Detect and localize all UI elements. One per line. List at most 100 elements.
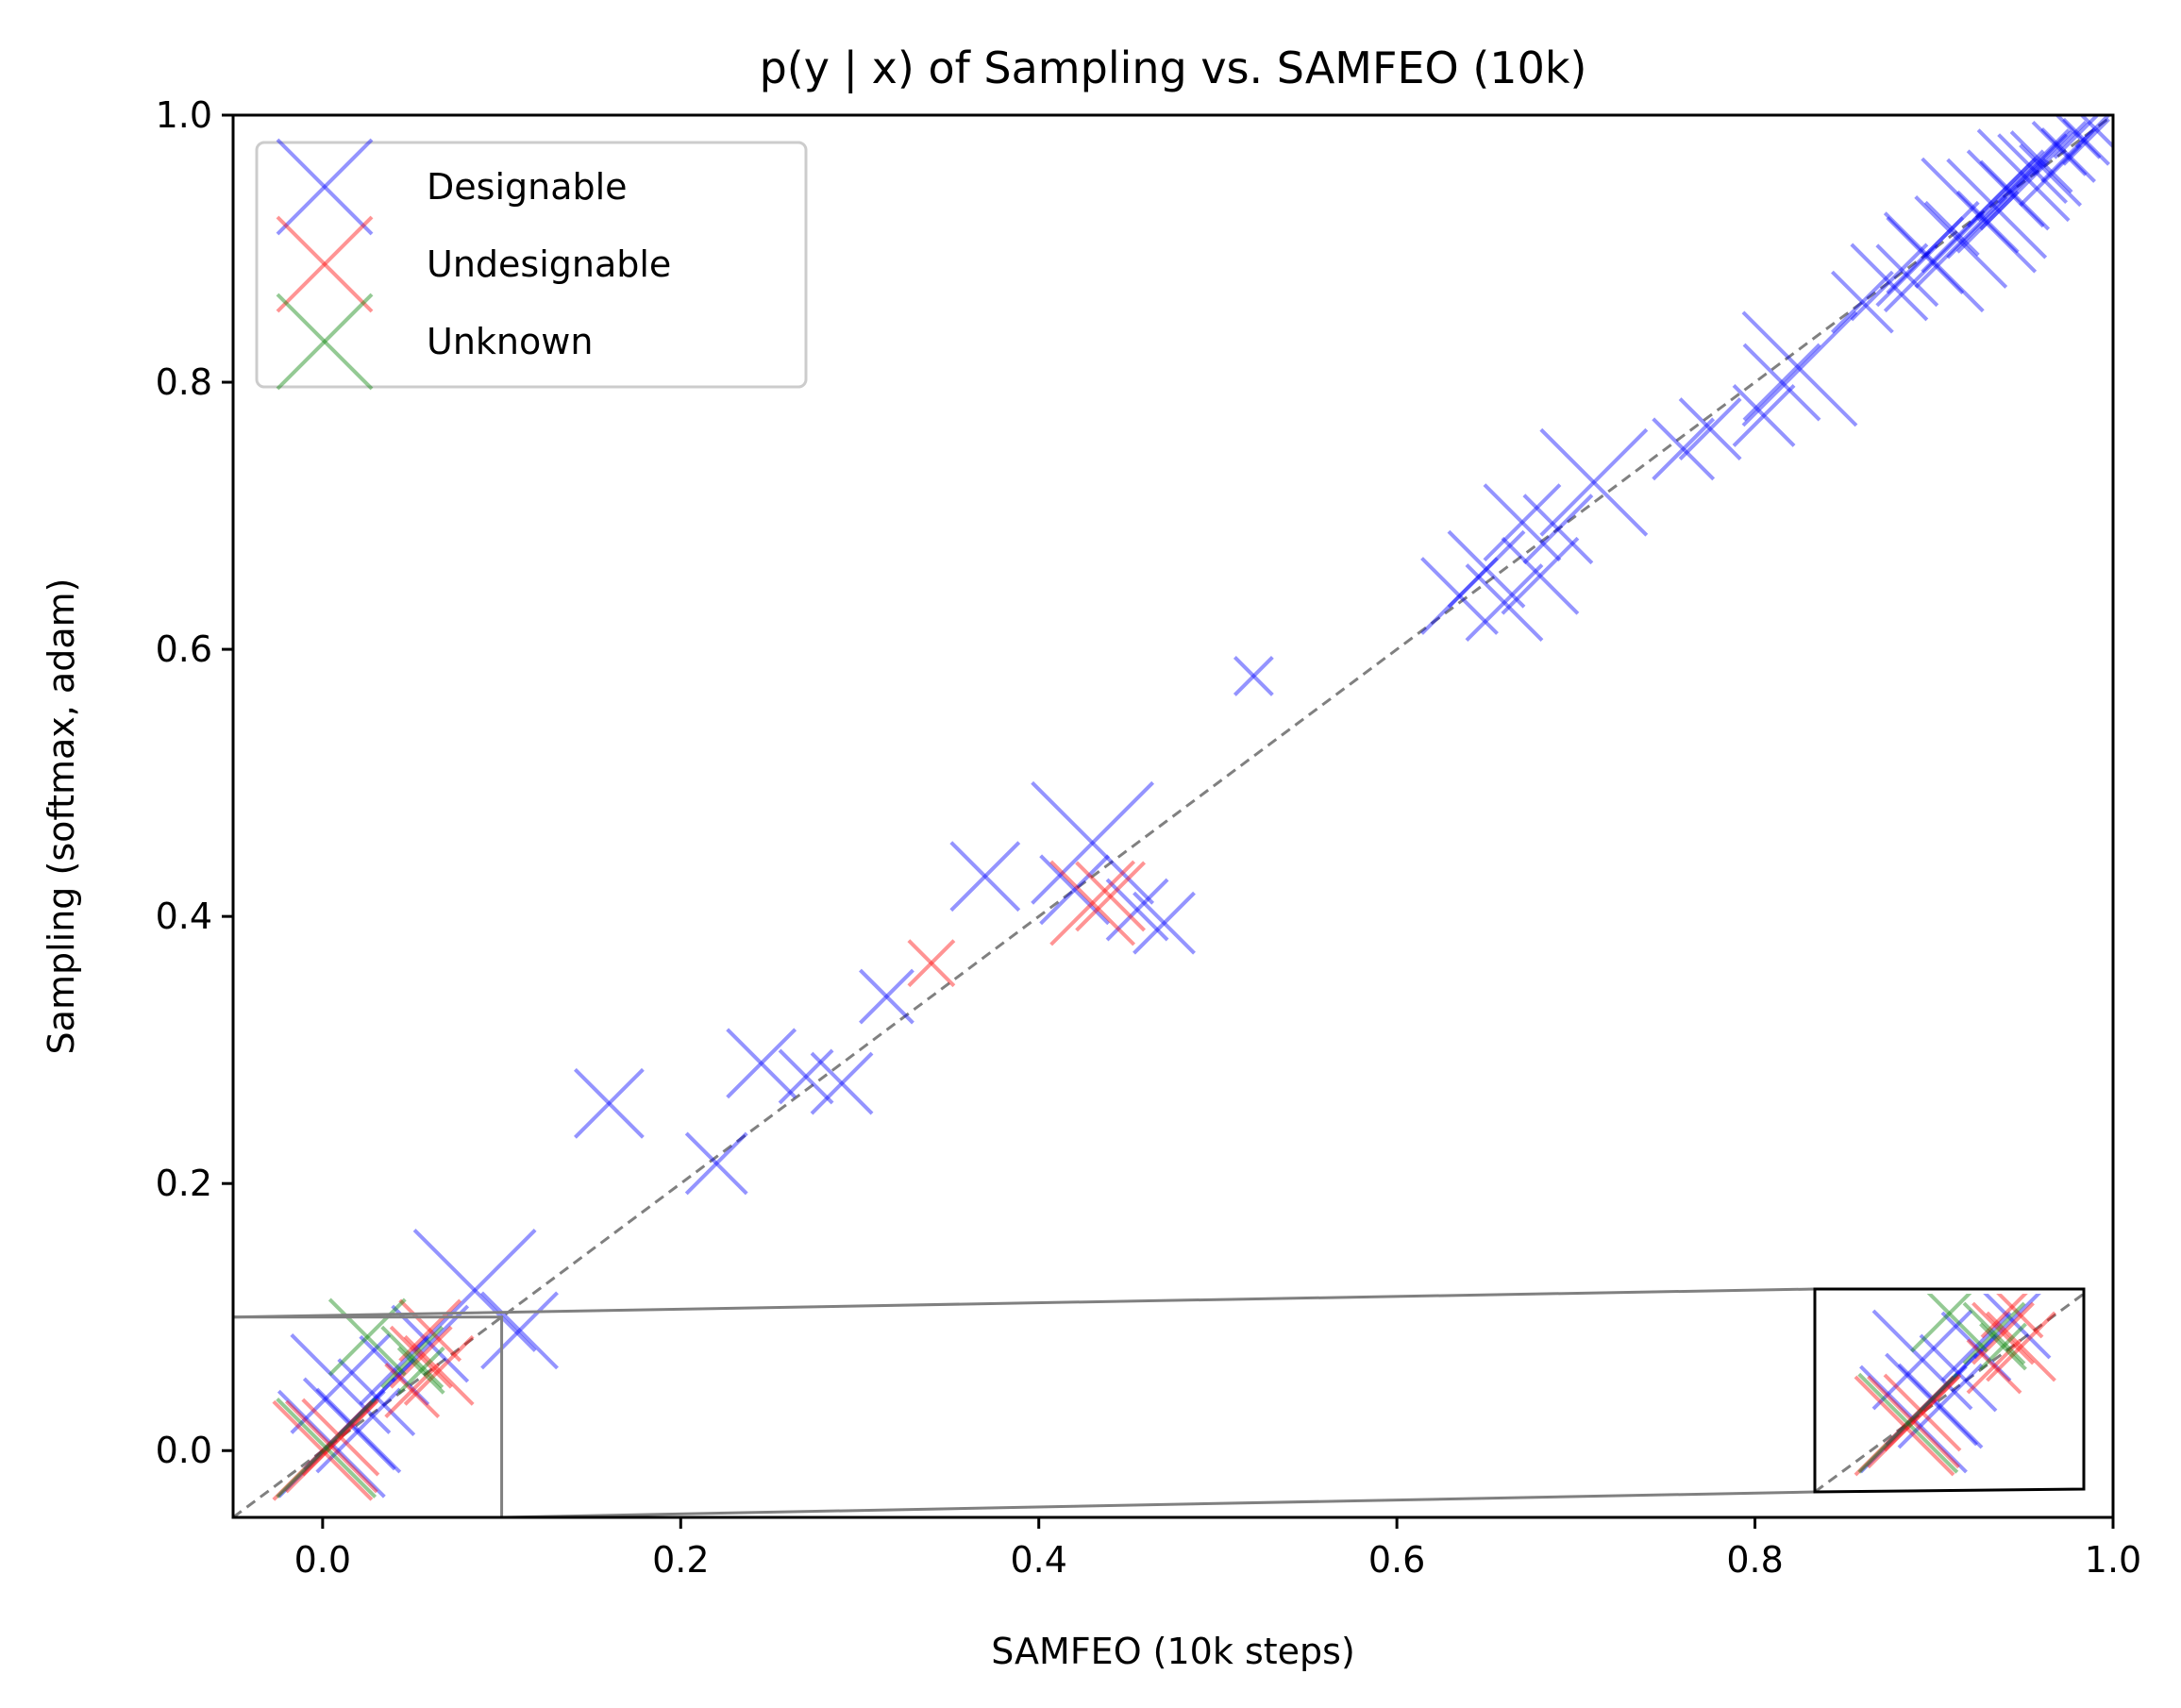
- point-designable: [1652, 417, 1716, 481]
- point-designable: [1921, 157, 2038, 274]
- point-designable: [337, 1358, 416, 1437]
- inset-point-designable: [1919, 1333, 1998, 1413]
- inset-point-unknown: [1979, 1322, 2027, 1371]
- point-designable: [1447, 529, 1526, 609]
- inset-frame: [1813, 1287, 2086, 1494]
- point-designable: [1955, 190, 2020, 254]
- point-designable: [1483, 483, 1562, 562]
- point-designable: [1465, 563, 1544, 642]
- y-tick-label: 0.4: [156, 896, 212, 937]
- inset-reference-line: [1815, 1294, 2084, 1492]
- point-designable: [778, 1048, 834, 1105]
- inset-connector-bottom: [501, 1490, 1816, 1519]
- inset-point-unknown: [1910, 1294, 1988, 1353]
- point-designable: [277, 1389, 386, 1499]
- point-designable: [1923, 200, 1980, 257]
- point-designable: [1997, 133, 2069, 205]
- x-axis-ticks: 0.0 0.2 0.4 0.6 0.8 1.0: [294, 1517, 2141, 1581]
- x-axis-label: SAMFEO (10k steps): [991, 1631, 1355, 1672]
- point-designable: [573, 1067, 645, 1139]
- point-designable: [391, 1304, 470, 1383]
- point-designable: [684, 1131, 748, 1196]
- x-tick-label: 1.0: [2085, 1539, 2141, 1581]
- inset-point-unknown: [1962, 1301, 2026, 1365]
- point-designable: [1886, 216, 1965, 295]
- inset-point-designable: [1897, 1363, 1984, 1449]
- x-tick-label: 0.0: [294, 1539, 351, 1581]
- point-undesignable: [284, 1399, 378, 1494]
- legend-marker-undesignable: [276, 215, 374, 313]
- point-designable: [480, 1291, 559, 1370]
- point-designable: [1105, 878, 1169, 942]
- point-designable: [1914, 195, 2008, 289]
- chart-title: p(y | x) of Sampling vs. SAMFEO (10k): [760, 42, 1587, 94]
- point-designable: [1732, 384, 1796, 447]
- point-unknown: [276, 1397, 377, 1499]
- point-designable: [1875, 243, 1939, 308]
- point-undesignable: [398, 1298, 462, 1363]
- inset-point-undesignable: [1980, 1294, 2044, 1339]
- point-undesignable: [1049, 860, 1136, 946]
- x-tick-label: 0.2: [652, 1539, 709, 1581]
- legend-label-designable: Designable: [427, 166, 628, 208]
- point-designable: [1039, 854, 1111, 926]
- point-unknown: [380, 1325, 445, 1389]
- point-designable: [1946, 158, 2048, 260]
- point-designable: [949, 841, 1021, 913]
- point-designable: [1678, 397, 1742, 460]
- inset-point-undesignable: [1883, 1373, 1962, 1452]
- inset-diagonal-line: [1815, 1294, 2084, 1492]
- inset-data-points: [1854, 1294, 2056, 1477]
- legend-marker-designable: [276, 138, 374, 236]
- inset-point-designable: [1885, 1352, 1978, 1447]
- point-unknown: [327, 1298, 407, 1377]
- data-points-layer: [272, 115, 2113, 1501]
- point-designable: [1966, 149, 2045, 228]
- point-designable: [1132, 891, 1196, 955]
- point-designable: [315, 1387, 402, 1474]
- y-tick-label: 0.2: [156, 1163, 212, 1204]
- inset-point-designable: [1871, 1309, 1973, 1411]
- point-undesignable: [1075, 861, 1147, 932]
- legend-marker-unknown: [276, 293, 374, 391]
- point-designable: [359, 1334, 430, 1406]
- reference-line-layer: [233, 115, 2113, 1517]
- y-tick-label: 0.0: [156, 1430, 212, 1471]
- inset-point-unknown: [1857, 1372, 1959, 1474]
- inset-point-designable: [1972, 1294, 2052, 1360]
- y-tick-label: 0.6: [156, 628, 212, 670]
- plot-area-frame: [231, 113, 2115, 1519]
- x-tick-label: 0.8: [1726, 1539, 1783, 1581]
- y-axis-ticks: 0.0 0.2 0.4 0.6 0.8 1.0: [156, 94, 233, 1471]
- y-axis-label: Sampling (softmax, adam): [41, 578, 82, 1055]
- point-designable: [2062, 117, 2110, 166]
- point-designable: [1976, 128, 2071, 223]
- point-designable: [2031, 120, 2088, 176]
- y-tick-label: 1.0: [156, 94, 212, 136]
- point-designable: [1883, 211, 1985, 313]
- point-designable: [810, 1051, 874, 1115]
- point-undesignable: [272, 1399, 374, 1501]
- point-designable: [1539, 427, 1649, 537]
- y-tick-label: 0.8: [156, 361, 212, 403]
- inset-point-designable: [1859, 1365, 1968, 1474]
- point-designable: [1850, 243, 1929, 322]
- point-designable: [1233, 655, 1274, 696]
- point-undesignable: [907, 939, 956, 988]
- point-designable: [726, 1028, 797, 1099]
- point-designable: [2019, 143, 2083, 208]
- inset-point-undesignable: [1986, 1311, 2056, 1382]
- point-designable: [1742, 343, 1821, 422]
- point-designable: [290, 1333, 392, 1434]
- x-tick-label: 0.4: [1010, 1539, 1066, 1581]
- point-undesignable: [301, 1398, 380, 1477]
- point-designable: [1501, 536, 1580, 615]
- inset-point-undesignable: [1867, 1375, 1960, 1469]
- inset-point-undesignable: [1966, 1338, 2022, 1395]
- inset-point-designable: [1940, 1311, 2012, 1382]
- point-designable: [1420, 557, 1499, 635]
- legend-label-unknown: Unknown: [427, 321, 593, 362]
- point-designable: [2009, 130, 2073, 193]
- legend-box: [255, 141, 808, 389]
- x-tick-label: 0.6: [1368, 1539, 1425, 1581]
